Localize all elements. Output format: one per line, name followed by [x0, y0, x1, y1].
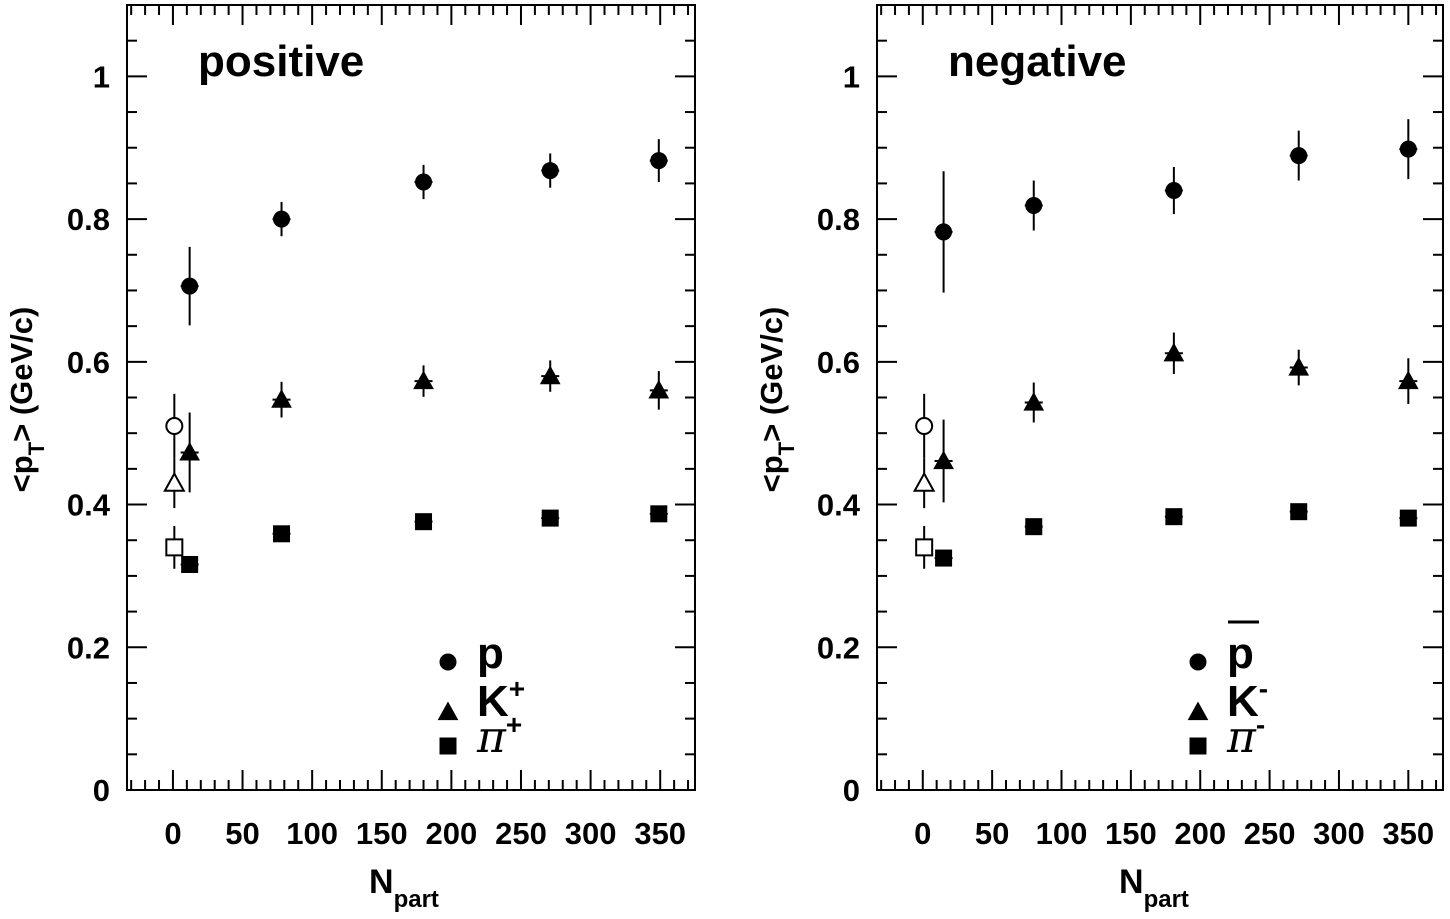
- y-tick-label: 0.6: [817, 345, 860, 380]
- reference-point-square-open: [915, 538, 934, 557]
- x-tick-label: 200: [1174, 816, 1226, 851]
- chart-panel-positive: 0 0.2 0.4 0.6 0.8 1 0 50 100 150 200 250 300 350 Npart…: [4, 4, 696, 913]
- data-point-triangle: [648, 379, 670, 399]
- data-point-triangle: [1288, 356, 1310, 376]
- x-tick-label: 200: [426, 816, 478, 851]
- data-point-square: [1399, 509, 1417, 527]
- y-tick-label: 1: [93, 59, 110, 94]
- y-tick-label: 1: [843, 59, 860, 94]
- data-point-square: [181, 555, 199, 573]
- y-tick-label: 0.2: [67, 630, 110, 665]
- y-tick-label: 0: [843, 773, 860, 808]
- y-tick-label: 0.2: [817, 630, 860, 665]
- y-tick-label: 0.8: [817, 202, 860, 237]
- panel-title: positive: [198, 37, 364, 86]
- data-point-circle: [273, 210, 291, 228]
- legend-marker-square: [1189, 737, 1207, 755]
- reference-point-circle-open: [165, 417, 184, 436]
- data-point-square: [541, 509, 559, 527]
- legend-marker-triangle: [437, 701, 459, 721]
- x-axis-label: Npart: [1119, 863, 1189, 913]
- legend-marker-triangle: [1187, 701, 1209, 721]
- data-point-circle: [181, 277, 199, 295]
- x-tick-label: 50: [975, 816, 1009, 851]
- data-point-circle: [650, 152, 668, 170]
- x-tick-label: 150: [1105, 816, 1157, 851]
- data-point-square: [1290, 503, 1308, 521]
- data-point-circle: [541, 162, 559, 180]
- data-point-triangle: [1163, 342, 1185, 362]
- data-point-triangle: [539, 365, 561, 385]
- data-point-circle: [1025, 197, 1043, 215]
- x-tick-label: 100: [1036, 816, 1088, 851]
- x-tick-label: 0: [164, 816, 181, 851]
- plot-frame: [126, 4, 696, 791]
- data-point-square: [1165, 508, 1183, 526]
- data-point-square: [415, 513, 433, 531]
- x-tick-label: 250: [495, 816, 547, 851]
- panel-title: negative: [948, 37, 1127, 86]
- y-axis-label: <pT> (GeV/c): [754, 307, 799, 493]
- plot-frame: [876, 4, 1444, 791]
- data-point-square: [935, 549, 953, 567]
- data-point-circle: [935, 223, 953, 241]
- y-tick-label: 0.6: [67, 345, 110, 380]
- x-tick-label: 350: [1382, 816, 1434, 851]
- x-tick-label: 300: [1313, 816, 1365, 851]
- legend-label: π-: [1226, 709, 1265, 763]
- chart-panel-negative: 0 0.2 0.4 0.6 0.8 1 0 50 100 150 200 250 300 350 Npart…: [754, 4, 1444, 913]
- data-point-triangle: [271, 389, 292, 408]
- legend-marker-circle: [439, 653, 457, 671]
- data-point-triangle: [933, 450, 954, 470]
- legend-marker-circle: [1189, 653, 1207, 671]
- reference-point-square-open: [165, 538, 184, 557]
- data-point-triangle: [1397, 370, 1419, 390]
- data-point-triangle: [1023, 391, 1045, 411]
- y-tick-label: 0: [93, 773, 110, 808]
- data-point-square: [650, 505, 668, 523]
- data-point-circle: [1399, 140, 1417, 158]
- y-axis-label: <pT> (GeV/c): [4, 307, 49, 493]
- legend-label: π+: [476, 709, 522, 763]
- data-point-square: [273, 525, 291, 543]
- x-tick-label: 300: [565, 816, 617, 851]
- legend-marker-square: [439, 737, 457, 755]
- y-tick-label: 0.4: [67, 488, 111, 523]
- reference-point-triangle-open: [163, 471, 186, 492]
- legend-label: K-: [1227, 673, 1268, 726]
- data-point-triangle: [179, 441, 200, 461]
- x-tick-label: 350: [634, 816, 686, 851]
- legend-label: p: [1227, 629, 1254, 678]
- y-tick-label: 0.4: [817, 488, 861, 523]
- reference-point-circle-open: [915, 417, 934, 436]
- legend-label: K+: [477, 673, 525, 726]
- data-point-circle: [1290, 147, 1308, 165]
- y-tick-label: 0.8: [67, 202, 110, 237]
- x-tick-label: 0: [914, 816, 931, 851]
- x-tick-label: 50: [225, 816, 259, 851]
- x-tick-label: 150: [356, 816, 408, 851]
- data-point-triangle: [413, 370, 434, 390]
- x-tick-label: 250: [1244, 816, 1296, 851]
- legend-label: p: [477, 629, 504, 678]
- data-point-circle: [415, 173, 433, 191]
- x-axis-label: Npart: [369, 863, 439, 913]
- reference-point-triangle-open: [912, 471, 936, 492]
- data-point-circle: [1165, 182, 1183, 200]
- data-point-square: [1025, 518, 1043, 536]
- x-tick-label: 100: [286, 816, 338, 851]
